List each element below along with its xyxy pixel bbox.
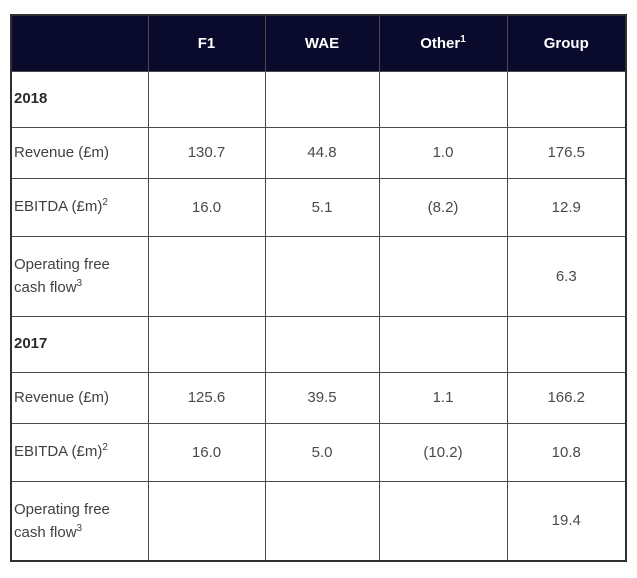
cell-group [506, 315, 627, 373]
row-label: 2018 [10, 70, 149, 128]
cell-wae [264, 480, 380, 562]
cell-other: 1.1 [378, 371, 508, 424]
cell-f1 [147, 315, 266, 373]
row-label-footnote: 3 [76, 278, 83, 289]
cell-other [378, 315, 508, 373]
cell-other: (8.2) [378, 177, 508, 237]
row-label: Operating free cash flow3 [10, 235, 149, 317]
column-header-label: WAE [304, 34, 340, 52]
row-label-text: Revenue (£m) [14, 388, 110, 406]
cell-group: 19.4 [506, 480, 627, 562]
cell-f1: 16.0 [147, 422, 266, 482]
row-label: Operating free cash flow3 [10, 480, 149, 562]
cell-wae [264, 315, 380, 373]
cell-wae: 5.0 [264, 422, 380, 482]
column-header-other: Other1 [378, 14, 508, 72]
column-header-label: Other [420, 34, 461, 52]
cell-wae [264, 235, 380, 317]
column-header-group: Group [506, 14, 627, 72]
cell-group [506, 70, 627, 128]
cell-f1: 16.0 [147, 177, 266, 237]
table-row-year-2018: 2018 [10, 70, 627, 128]
table-row-revenue-2018: Revenue (£m) 130.7 44.8 1.0 176.5 [10, 126, 627, 179]
column-header-label: Group [543, 34, 589, 52]
table-row-opfcf-2018: Operating free cash flow3 6.3 [10, 235, 627, 317]
row-label: Revenue (£m) [10, 371, 149, 424]
row-label-text: Operating free cash flow [14, 255, 110, 296]
row-label-text: EBITDA (£m) [14, 443, 103, 461]
column-header-footnote: 1 [460, 33, 466, 45]
table-row-revenue-2017: Revenue (£m) 125.6 39.5 1.1 166.2 [10, 371, 627, 424]
row-label: 2017 [10, 315, 149, 373]
cell-wae [264, 70, 380, 128]
column-header-wae: WAE [264, 14, 380, 72]
cell-f1: 125.6 [147, 371, 266, 424]
cell-wae: 5.1 [264, 177, 380, 237]
row-label-text: Operating free cash flow [14, 500, 110, 541]
row-label-footnote: 2 [102, 442, 108, 454]
financial-summary-table: F1 WAE Other1 Group 2018 Revenue (£m) 13… [10, 14, 627, 562]
cell-group: 10.8 [506, 422, 627, 482]
row-label-text: 2018 [14, 90, 48, 108]
row-label: EBITDA (£m)2 [10, 177, 149, 237]
column-header-empty [10, 14, 149, 72]
cell-group: 12.9 [506, 177, 627, 237]
header-row: F1 WAE Other1 Group [10, 14, 627, 72]
table-row-ebitda-2017: EBITDA (£m)2 16.0 5.0 (10.2) 10.8 [10, 422, 627, 482]
table-row-ebitda-2018: EBITDA (£m)2 16.0 5.1 (8.2) 12.9 [10, 177, 627, 237]
cell-other [378, 480, 508, 562]
cell-f1: 130.7 [147, 126, 266, 179]
cell-other: (10.2) [378, 422, 508, 482]
column-header-label: F1 [197, 34, 216, 52]
row-label-text: 2017 [14, 335, 48, 353]
cell-wae: 39.5 [264, 371, 380, 424]
cell-f1 [147, 480, 266, 562]
row-label-text: EBITDA (£m) [14, 198, 103, 216]
cell-wae: 44.8 [264, 126, 380, 179]
cell-other [378, 70, 508, 128]
table-row-year-2017: 2017 [10, 315, 627, 373]
cell-group: 166.2 [506, 371, 627, 424]
cell-group: 6.3 [506, 235, 627, 317]
row-label-footnote: 3 [76, 522, 83, 534]
cell-f1 [147, 235, 266, 317]
cell-other [378, 235, 508, 317]
cell-group: 176.5 [506, 126, 627, 179]
row-label: EBITDA (£m)2 [10, 422, 149, 482]
cell-other: 1.0 [378, 126, 508, 179]
column-header-f1: F1 [147, 14, 266, 72]
row-label: Revenue (£m) [10, 126, 149, 179]
row-label-footnote: 2 [102, 197, 108, 209]
table-row-opfcf-2017: Operating free cash flow3 19.4 [10, 480, 627, 562]
cell-f1 [147, 70, 266, 128]
row-label-text: Revenue (£m) [14, 143, 110, 161]
